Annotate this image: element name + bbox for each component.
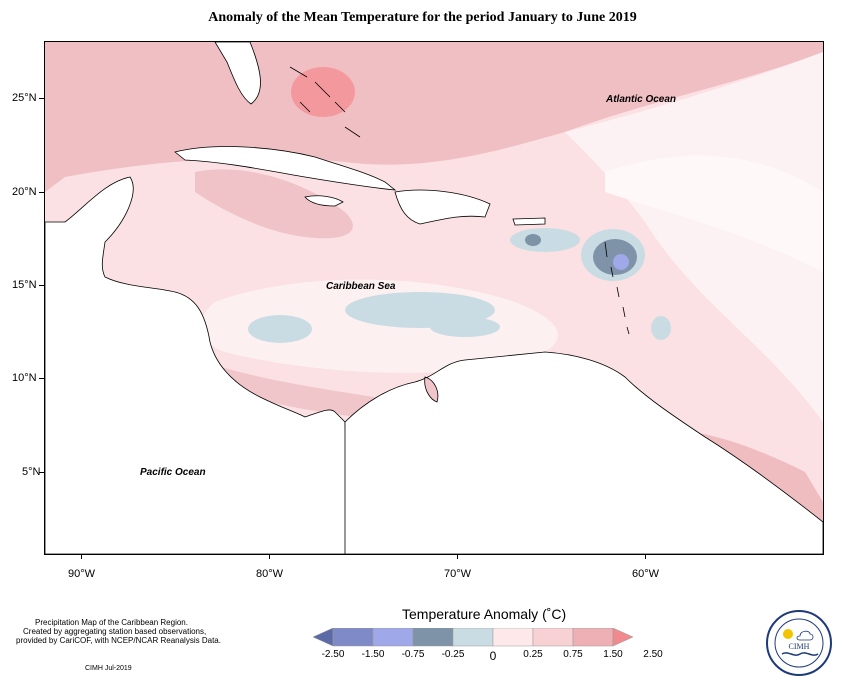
- legend-swatch-4: [452, 628, 494, 647]
- legend-tick-label: 0.75: [563, 649, 583, 660]
- lon-label-60w: 60°W: [632, 568, 660, 580]
- legend-tick-label: 0: [489, 649, 497, 663]
- land-puerto-rico: [512, 217, 546, 226]
- anomaly-spot-grey-pr: [525, 234, 541, 246]
- label-atlantic-ocean: Atlantic Ocean: [606, 94, 677, 105]
- note-line-3: provided by CariCOF, with NCEP/NCAR Rean…: [16, 636, 221, 645]
- legend-swatch-5: [492, 628, 534, 647]
- anomaly-zone-south-coast: [205, 362, 405, 422]
- anomaly-spot-blue-center-east: [430, 317, 500, 337]
- anomaly-spot-blue-pr: [510, 228, 580, 252]
- legend-tick-label: -0.75: [401, 649, 425, 660]
- lat-label-20n: 20°N: [12, 186, 37, 198]
- legend-arrow-high: [612, 628, 634, 647]
- anomaly-spot-blue-core: [613, 254, 629, 270]
- cimh-logo: CIMH: [766, 610, 832, 676]
- legend-tick-label: -0.25: [441, 649, 465, 660]
- anomaly-zone-cuba-south: [195, 169, 353, 239]
- cloud-icon: [796, 630, 814, 641]
- lon-label-80w: 80°W: [256, 568, 284, 580]
- note-line-2: Created by aggregating station based obs…: [23, 627, 207, 636]
- map-title: Anomaly of the Mean Temperature for the …: [208, 10, 637, 25]
- lon-label-70w: 70°W: [444, 568, 472, 580]
- anomaly-zone-east-white: [605, 155, 823, 272]
- legend-swatch-7: [572, 628, 614, 647]
- legend-tick-label: -2.50: [321, 649, 345, 660]
- legend-swatch-1: [332, 628, 374, 647]
- lat-label-5n: 5°N: [22, 466, 41, 478]
- note-stamp: CIMH Jul-2019: [85, 665, 132, 672]
- anomaly-zone-east-pale: [565, 52, 823, 422]
- legend-swatch-3: [412, 628, 454, 647]
- lat-label-10n: 10°N: [12, 372, 37, 384]
- land-jamaica: [304, 195, 344, 207]
- lat-label-25n: 25°N: [12, 92, 37, 104]
- sun-icon: [783, 629, 793, 639]
- lon-label-90w: 90°W: [68, 568, 96, 580]
- map-frame: [44, 41, 824, 555]
- anomaly-spot-bahamas: [291, 67, 355, 117]
- islands-lesser-antilles: [604, 241, 630, 335]
- legend-title: Temperature Anomaly (˚C): [402, 606, 567, 622]
- lat-label-15n: 15°N: [12, 279, 37, 291]
- anomaly-spot-blue-west: [248, 315, 312, 343]
- land-central-america: [45, 176, 351, 554]
- land-south-america: [344, 351, 823, 554]
- note-line-1: Precipitation Map of the Caribbean Regio…: [35, 618, 188, 627]
- wave-icon: [781, 652, 819, 656]
- legend-tick-label: -1.50: [361, 649, 385, 660]
- legend-colorbar: [313, 628, 634, 647]
- land-cuba: [174, 146, 397, 191]
- land-masses: [45, 42, 823, 554]
- temperature-anomaly-map: [45, 42, 823, 554]
- legend-swatch-6: [532, 628, 574, 647]
- legend-tick-label: 1.50: [603, 649, 623, 660]
- logo-emblem: CIMH: [774, 618, 824, 668]
- land-hispaniola: [394, 189, 491, 225]
- label-pacific-ocean: Pacific Ocean: [140, 467, 206, 478]
- anomaly-spot-blue-barbados: [651, 316, 671, 340]
- islands-bahamas: [289, 66, 361, 138]
- lake-maracaibo: [424, 376, 439, 403]
- legend-swatch-2: [372, 628, 414, 647]
- land-florida: [214, 42, 261, 105]
- island-outlines: [289, 66, 630, 335]
- legend-arrow-low: [313, 628, 334, 647]
- legend-tick-label: 0.25: [523, 649, 543, 660]
- legend-tick-label: 2.50: [643, 649, 663, 660]
- label-caribbean-sea: Caribbean Sea: [326, 281, 396, 292]
- logo-text: CIMH: [789, 642, 810, 651]
